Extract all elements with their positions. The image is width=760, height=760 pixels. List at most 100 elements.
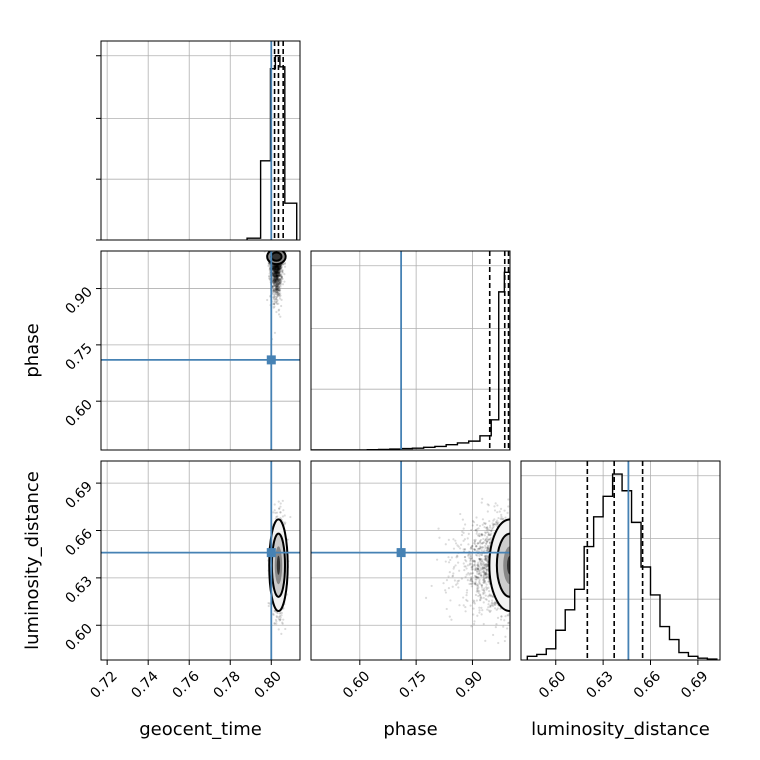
xtick-label-luminosity_distance-2: 0.66	[631, 668, 664, 701]
scatter-point	[275, 296, 278, 299]
scatter-point	[478, 582, 482, 586]
scatter-point	[486, 546, 489, 549]
scatter-point	[485, 565, 488, 568]
scatter-point	[272, 268, 275, 272]
scatter-point	[486, 564, 489, 568]
scatter-point	[483, 558, 486, 561]
scatter-point	[473, 538, 476, 542]
scatter-point	[274, 280, 277, 283]
scatter-point	[491, 524, 495, 527]
yaxis-label-luminosity_distance: luminosity_distance	[22, 471, 43, 650]
scatter-point	[277, 265, 280, 268]
scatter-point	[485, 568, 488, 572]
scatter-point	[481, 523, 484, 526]
scatter-point	[483, 571, 486, 574]
scatter-point	[276, 287, 279, 291]
scatter-point	[277, 267, 280, 270]
scatter-point	[268, 272, 271, 275]
scatter-point	[473, 540, 476, 543]
scatter-point	[274, 270, 277, 273]
scatter-point	[466, 537, 469, 540]
scatter-point	[277, 277, 281, 280]
scatter-point	[280, 275, 283, 278]
scatter-point	[492, 604, 495, 607]
scatter-point	[274, 286, 278, 289]
scatter-point	[276, 269, 279, 272]
scatter-point	[478, 569, 481, 572]
scatter-point	[272, 274, 275, 277]
scatter-point	[275, 270, 278, 273]
scatter-point	[437, 527, 440, 530]
scatter-point	[488, 524, 492, 527]
scatter-point	[277, 266, 280, 269]
scatter-point	[469, 560, 472, 563]
scatter-point	[276, 284, 280, 287]
scatter-point	[475, 584, 479, 587]
scatter-point	[503, 619, 506, 622]
scatter-point	[275, 289, 278, 292]
scatter-point	[277, 285, 280, 288]
scatter-point	[277, 273, 280, 277]
scatter-point	[277, 280, 280, 284]
scatter-point	[277, 283, 280, 286]
scatter-point	[272, 274, 275, 277]
scatter-point	[272, 268, 275, 271]
scatter-point	[275, 281, 279, 284]
scatter-point	[475, 545, 478, 548]
scatter-point	[275, 285, 279, 288]
scatter-point	[483, 567, 486, 570]
scatter-point	[272, 268, 276, 271]
scatter-point	[272, 265, 275, 268]
scatter-point	[478, 524, 482, 528]
scatter-point	[275, 267, 278, 271]
scatter-point	[275, 291, 278, 294]
scatter-point	[473, 540, 477, 543]
scatter-point	[469, 579, 473, 582]
scatter-point	[274, 280, 277, 283]
scatter-point	[477, 547, 480, 550]
ytick-label-phase-2: 0.90	[62, 284, 95, 317]
scatter-point	[485, 570, 488, 574]
scatter-point	[267, 264, 270, 267]
scatter-point	[482, 589, 485, 592]
scatter-point	[277, 628, 280, 631]
scatter-point	[482, 541, 485, 544]
scatter-point	[279, 266, 282, 269]
scatter-point	[274, 268, 278, 271]
scatter-point	[487, 586, 490, 589]
scatter-point	[438, 536, 441, 539]
scatter-point	[274, 511, 277, 514]
scatter-point	[273, 271, 276, 274]
scatter-point	[277, 507, 281, 510]
scatter-point	[283, 265, 287, 268]
scatter-point	[279, 267, 282, 270]
scatter-point	[281, 263, 284, 266]
scatter-point	[274, 273, 278, 276]
scatter-point	[467, 554, 470, 557]
scatter-point	[481, 588, 484, 591]
scatter-point	[486, 549, 489, 552]
scatter-point	[275, 279, 278, 282]
scatter-point	[276, 274, 279, 277]
scatter-point	[497, 516, 500, 520]
scatter-point	[474, 538, 477, 542]
scatter-point	[480, 558, 483, 561]
scatter-point	[273, 268, 277, 271]
scatter-point	[276, 265, 279, 269]
scatter-point	[275, 274, 278, 277]
scatter-point	[277, 268, 280, 271]
scatter-point	[273, 503, 276, 506]
histogram-phase	[311, 271, 510, 450]
scatter-point	[479, 558, 482, 562]
scatter-point	[273, 271, 276, 275]
scatter-point	[273, 264, 277, 268]
scatter-point	[489, 605, 492, 609]
scatter-point	[273, 275, 276, 278]
scatter-point	[457, 586, 460, 589]
scatter-point	[278, 289, 281, 292]
scatter-point	[471, 565, 474, 568]
scatter-point	[470, 554, 473, 558]
scatter-point	[281, 499, 284, 502]
scatter-point	[275, 310, 278, 314]
scatter-point	[277, 267, 280, 270]
